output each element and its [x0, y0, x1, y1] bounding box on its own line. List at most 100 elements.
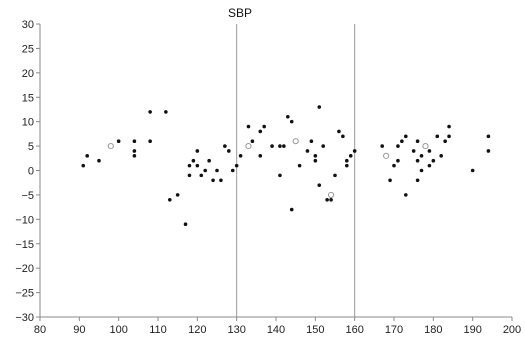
data-point	[215, 168, 219, 173]
data-point	[431, 158, 436, 163]
chart-title: SBP	[228, 6, 252, 20]
data-point	[234, 163, 239, 168]
data-point	[148, 110, 152, 114]
data-point	[175, 193, 180, 197]
data-point	[191, 158, 196, 163]
data-points	[81, 105, 491, 227]
x-tick-label: 140	[267, 324, 285, 336]
y-tick-label: 30	[22, 19, 34, 31]
y-tick-label: −10	[15, 214, 34, 226]
data-point-open	[107, 142, 114, 150]
data-point	[211, 178, 215, 183]
x-tick-label: 180	[424, 324, 442, 336]
data-point	[337, 129, 341, 134]
x-tick-label: 150	[306, 324, 324, 336]
data-point	[415, 178, 420, 183]
data-point-open	[422, 142, 429, 150]
data-point	[286, 114, 290, 119]
data-point	[427, 163, 432, 168]
data-point-open	[383, 152, 390, 159]
x-tick-label: 110	[149, 324, 167, 336]
data-point	[297, 163, 302, 168]
data-point	[262, 124, 267, 129]
data-point	[132, 154, 137, 158]
data-point	[207, 158, 211, 163]
x-tick-label: 120	[188, 324, 206, 336]
x-tick-label: 130	[227, 324, 245, 336]
y-axis: 30 25 20 15 10 5 0 −5 −10 −15 −20 −25 −30	[15, 19, 41, 324]
data-point	[317, 105, 322, 109]
data-point	[282, 144, 286, 148]
data-point	[313, 158, 318, 163]
y-tick-label: 0	[28, 166, 34, 178]
data-point	[404, 193, 408, 197]
data-point	[258, 129, 263, 134]
x-tick-label: 90	[73, 324, 85, 336]
data-point	[435, 134, 440, 139]
data-point	[132, 139, 137, 143]
data-point	[258, 154, 263, 158]
data-point	[309, 139, 314, 143]
x-tick-label: 190	[463, 324, 481, 336]
data-point	[227, 149, 231, 153]
reference-lines	[236, 24, 356, 317]
data-point	[195, 149, 200, 153]
data-point	[321, 144, 326, 148]
x-tick-label: 160	[345, 324, 363, 336]
data-point-open	[292, 138, 299, 145]
data-point	[246, 124, 251, 129]
data-point	[199, 173, 204, 178]
data-point	[345, 158, 349, 163]
data-point	[352, 149, 357, 153]
y-tick-label: −30	[15, 312, 34, 324]
data-point	[388, 178, 392, 183]
data-point	[223, 144, 227, 148]
y-tick-label: −5	[21, 190, 34, 202]
data-point	[486, 149, 491, 153]
data-point	[289, 207, 294, 212]
x-tick-label: 200	[503, 324, 521, 336]
data-point	[348, 154, 353, 158]
data-point	[443, 139, 447, 143]
x-tick-label: 80	[34, 324, 46, 336]
data-point	[230, 168, 235, 173]
data-point	[439, 154, 444, 158]
data-point	[415, 158, 420, 163]
data-point	[238, 154, 243, 158]
y-tick-label: −15	[15, 239, 34, 251]
data-point	[278, 144, 282, 148]
data-point	[392, 163, 396, 168]
data-point	[419, 168, 424, 173]
data-point	[345, 163, 349, 168]
y-tick-label: 10	[22, 117, 34, 129]
data-point	[396, 158, 400, 163]
data-point	[168, 198, 172, 202]
data-point	[411, 149, 416, 153]
data-point	[470, 168, 475, 173]
data-point	[341, 134, 345, 139]
data-point	[289, 119, 294, 124]
data-point	[187, 163, 192, 168]
data-point	[203, 168, 207, 173]
data-point	[187, 173, 192, 178]
data-point	[447, 124, 451, 129]
data-point	[486, 134, 491, 139]
data-point	[219, 178, 223, 183]
data-point	[132, 149, 137, 153]
y-tick-label: 15	[22, 92, 34, 104]
x-axis: 80 90 100 110 120 130 140 150 160 170 180 190 200	[34, 316, 521, 336]
data-point	[400, 139, 404, 143]
data-point	[317, 183, 322, 187]
y-tick-label: 25	[22, 43, 34, 55]
data-point	[164, 110, 168, 114]
data-point	[325, 198, 329, 202]
data-point	[329, 198, 333, 202]
x-tick-label: 100	[109, 324, 127, 336]
data-point	[333, 173, 337, 178]
data-point	[81, 163, 86, 168]
data-point	[313, 154, 318, 158]
y-tick-label: 5	[28, 141, 34, 153]
data-point	[404, 134, 408, 139]
data-point	[85, 154, 89, 158]
